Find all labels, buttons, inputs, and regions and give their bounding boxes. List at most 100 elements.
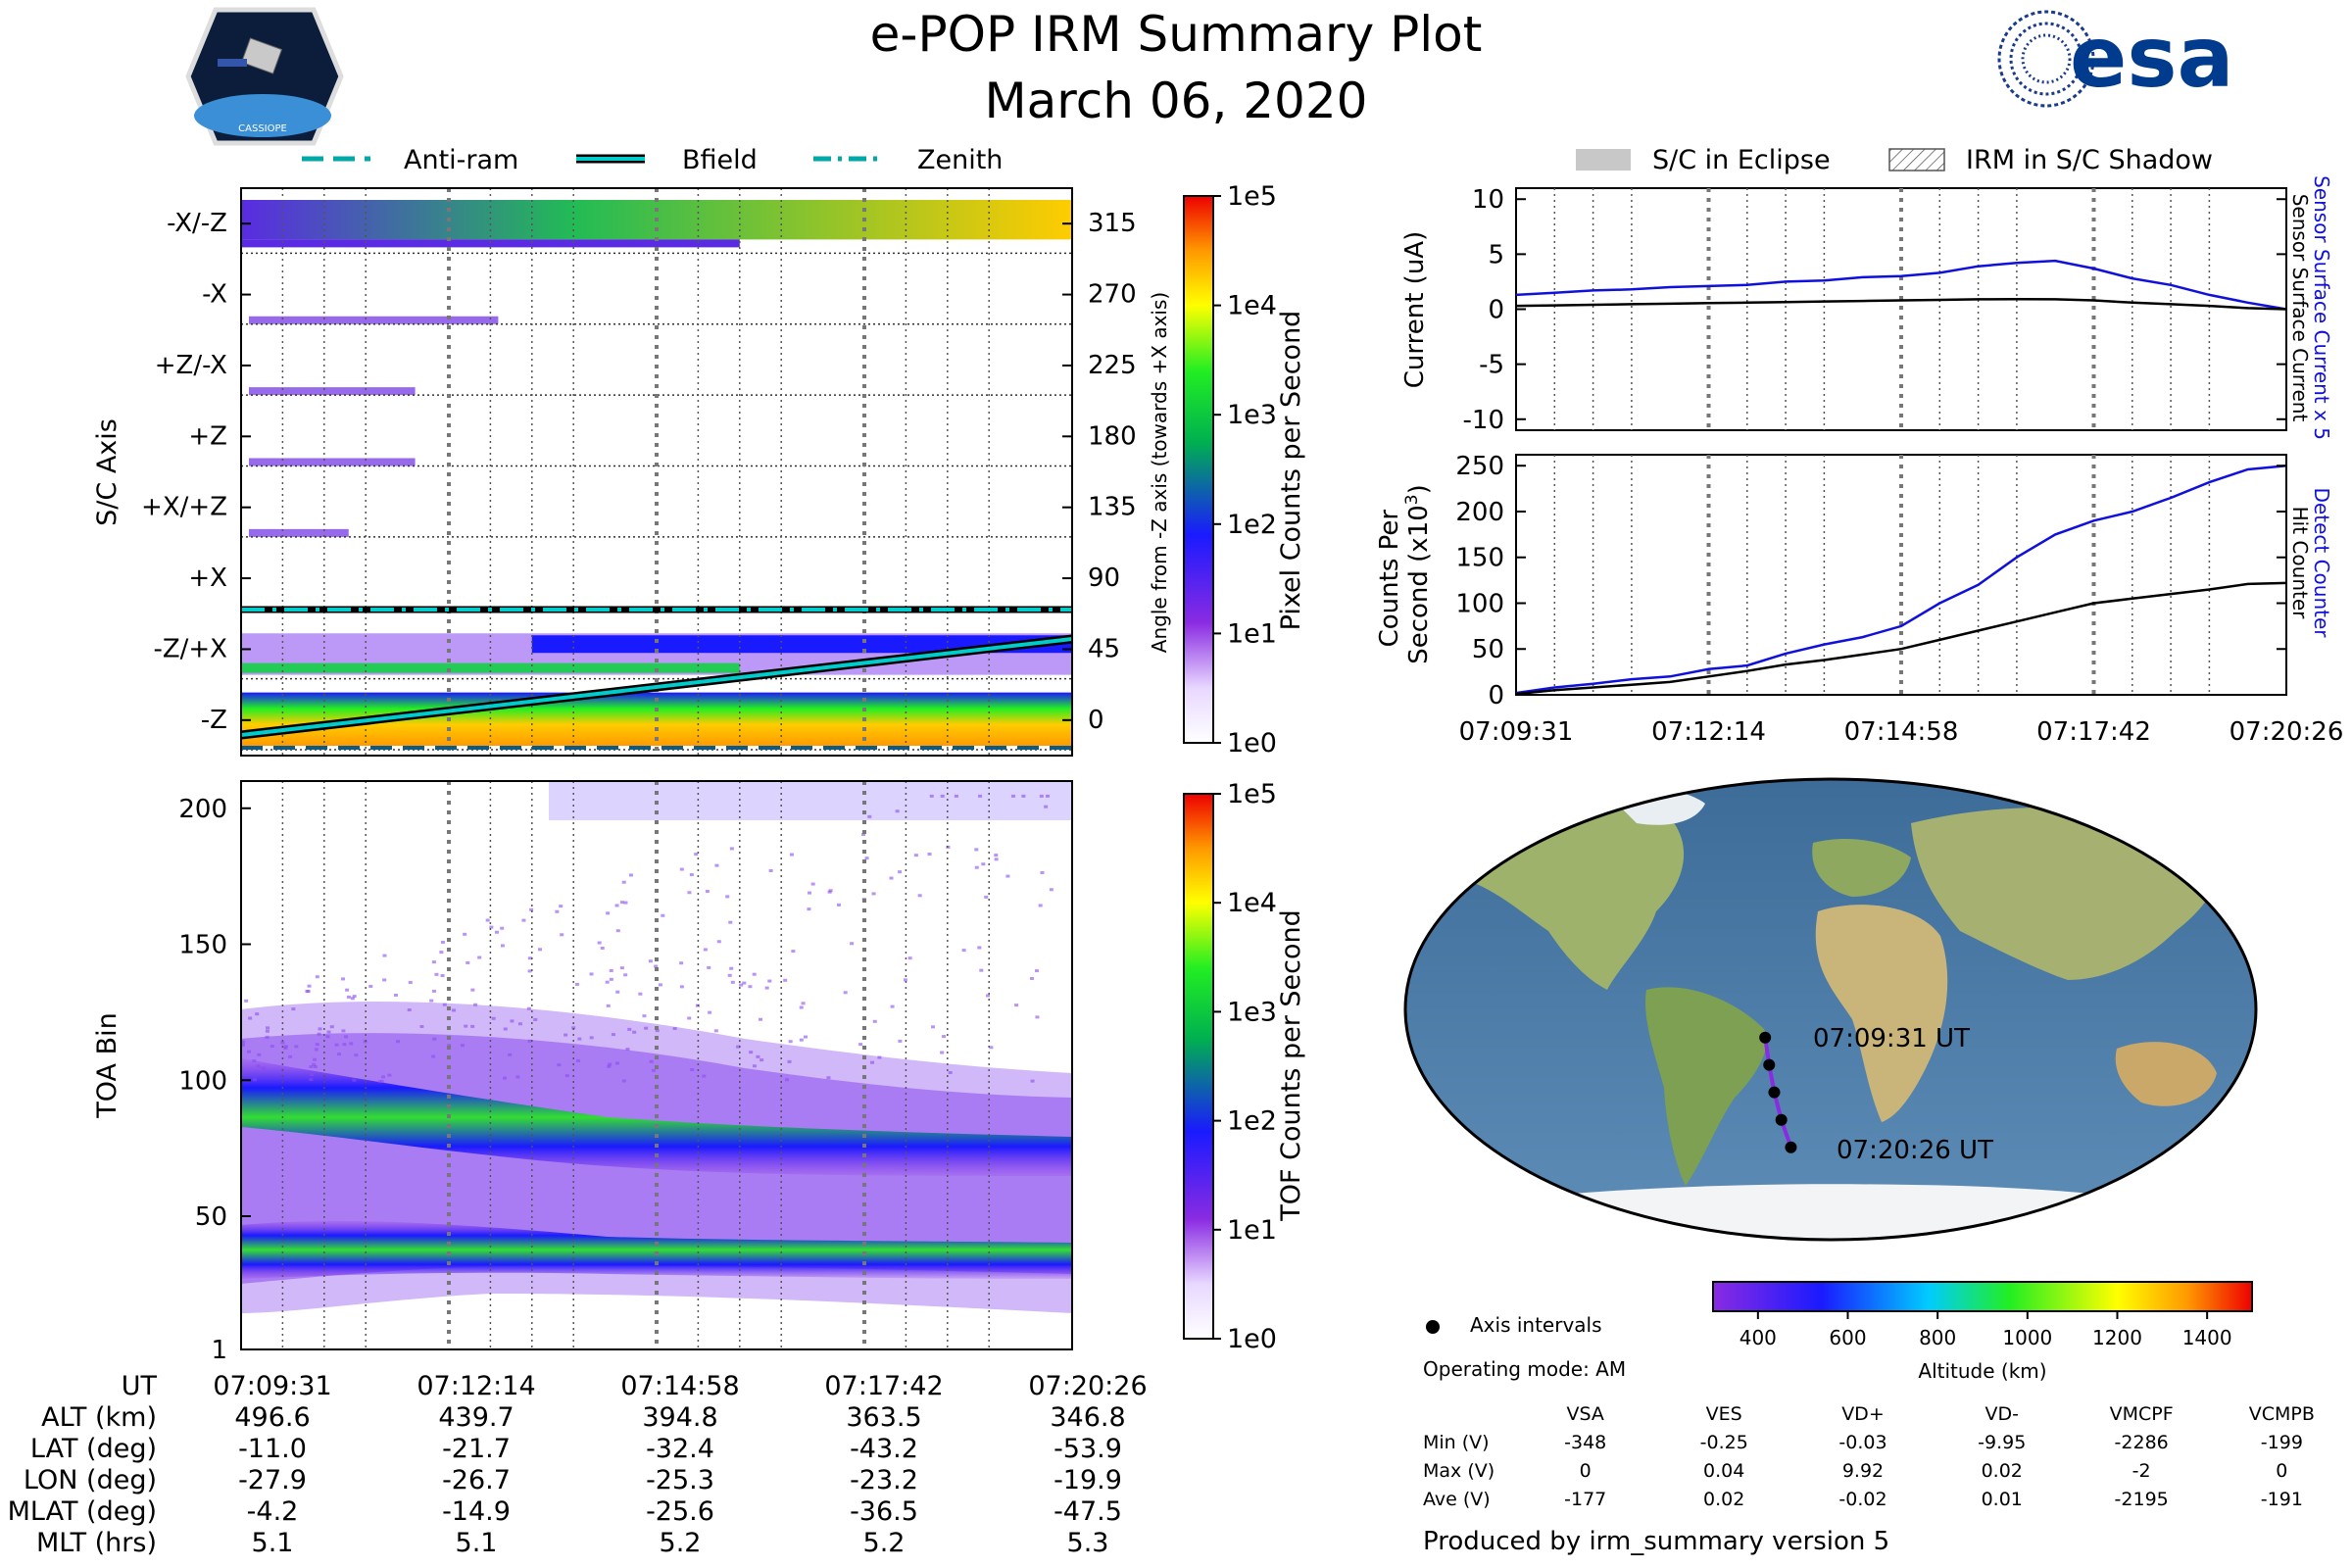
tof-speckle	[312, 1062, 317, 1066]
tof-speckle	[265, 1029, 270, 1033]
tof-speckle	[252, 1058, 257, 1062]
tof-speckle	[927, 853, 932, 857]
tof-speckle	[515, 1075, 520, 1079]
ephemeris-cell: -19.9	[1054, 1464, 1122, 1495]
voltage-header-row: VSA VES VD+ VD- VMCPF VCMPB	[1423, 1399, 2352, 1428]
tof-speckle	[473, 1003, 478, 1006]
tof-speckle	[890, 1004, 895, 1008]
ephemeris-cell: 07:12:14	[416, 1370, 536, 1401]
tof-speckle	[632, 1030, 637, 1034]
tof-speckle	[864, 857, 869, 860]
pixel-y-tick-label: -Z	[201, 706, 227, 735]
tof-speckle	[689, 873, 694, 877]
tof-speckle	[315, 1043, 319, 1047]
tof-speckle	[313, 1065, 318, 1069]
y-tick-label: 0	[1488, 681, 1504, 710]
tof-speckle	[758, 1017, 762, 1021]
tof-speckle	[867, 814, 872, 818]
tof-speckle	[434, 972, 439, 976]
orientation-legend: Anti-ram Bfield Zenith	[302, 145, 1003, 175]
tof-speckle	[349, 1042, 354, 1046]
voltage-cell: 0	[1579, 1459, 1592, 1482]
tof-speckle	[440, 973, 445, 977]
tof-speckle	[764, 986, 769, 990]
tof-speckle	[986, 994, 991, 998]
tof-speckle	[510, 1019, 514, 1023]
pixel-right-axis-label: Angle from -Z axis (towards +X axis)	[1148, 292, 1171, 653]
map-border	[1403, 777, 2258, 1242]
tof-speckle	[607, 1064, 612, 1068]
tof-speckle	[340, 977, 345, 981]
tof-speckle	[877, 1055, 882, 1059]
y-tick-label: 200	[1455, 498, 1504, 527]
ephemeris-cell: -53.9	[1054, 1433, 1122, 1464]
current-y-axis-label: Current (uA)	[1400, 231, 1430, 388]
tof-colorbar: 1e5 1e4 1e3 1e2 1e1 1e0 TOF Counts per Second	[1183, 779, 1306, 1354]
track-interval-marker	[1785, 1141, 1797, 1153]
tof-speckle	[836, 903, 841, 906]
tof-speckle	[801, 1002, 806, 1005]
pixel-row-fill	[531, 635, 1072, 654]
ephemeris-row-label: ALT (km)	[41, 1401, 157, 1433]
tof-speckle	[705, 890, 710, 894]
voltage-cell: 9.92	[1841, 1459, 1885, 1482]
current-blue-series-label: Sensor Surface Current x 5	[2310, 175, 2333, 440]
tof-speckle	[655, 1029, 660, 1033]
tof-speckle	[648, 959, 653, 963]
pixel-y-tick-label: -X/-Z	[167, 209, 227, 238]
ephemeris-cell: -23.2	[850, 1464, 918, 1495]
voltage-row: Min (V) -348 -0.25 -0.03 -9.95 -2286 -19…	[1423, 1428, 2352, 1456]
operating-mode: Operating mode: AM	[1423, 1357, 1627, 1381]
tof-speckle	[317, 1032, 321, 1036]
ephemeris-cell: -25.6	[646, 1495, 714, 1527]
colorbar-tick-label: 1e5	[1227, 181, 1277, 212]
tof-speckle	[466, 960, 470, 964]
altitude-tick-label: 1400	[2182, 1326, 2232, 1349]
tof-speckle	[1040, 870, 1045, 874]
tof-speckle	[318, 1027, 322, 1031]
zenith-legend-label: Zenith	[917, 145, 1003, 175]
tof-speckle	[352, 995, 357, 999]
tof-speckle	[713, 1029, 718, 1033]
tof-speckle	[638, 992, 643, 996]
tof-speckle	[309, 1078, 314, 1082]
tof-speckle	[310, 1072, 315, 1076]
bfield-line	[240, 637, 1073, 737]
pixel-colorbar-label: Pixel Counts per Second	[1276, 311, 1306, 631]
tof-speckle	[981, 862, 986, 866]
footer-produced-by: Produced by irm_summary version 5	[1423, 1527, 1890, 1556]
tof-speckle	[679, 867, 684, 871]
tof-speckle	[827, 890, 832, 894]
altitude-tick-label: 800	[1919, 1326, 1956, 1349]
tof-speckle	[621, 1079, 626, 1083]
tof-speckle	[954, 794, 958, 798]
tof-saturation-strip	[549, 781, 1072, 820]
ephemeris-cell: 363.5	[846, 1401, 922, 1433]
altitude-tick-label: 400	[1740, 1326, 1777, 1349]
pixel-angle-tick-label: 90	[1088, 564, 1120, 593]
voltage-header: VD-	[1984, 1402, 2019, 1425]
pixel-angle-tick-label: 225	[1088, 351, 1137, 380]
colorbar-tick-label: 1e0	[1227, 728, 1277, 759]
world-map: 07:09:31 UT 07:20:26 UT	[1403, 777, 2258, 1242]
tof-speckle	[393, 993, 398, 997]
map-landmasses	[1405, 788, 2256, 1240]
tof-speckle	[270, 1045, 274, 1049]
tof-speckle	[1038, 904, 1043, 907]
ephemeris-cell: 496.6	[234, 1401, 311, 1433]
tof-speckle	[672, 1026, 677, 1030]
tof-speckle	[615, 990, 620, 994]
voltage-cell: -177	[1564, 1488, 1607, 1510]
tof-speckle	[344, 1035, 349, 1039]
voltage-cell: -348	[1564, 1431, 1607, 1453]
tof-speckle	[725, 895, 730, 899]
tof-speckle	[702, 1074, 707, 1078]
tof-speckle	[860, 832, 865, 836]
ephemeris-cell: -47.5	[1054, 1495, 1122, 1527]
tof-speckle	[807, 907, 811, 911]
ephemeris-row: MLAT (deg) -4.2 -14.9 -25.6 -36.5 -47.5	[0, 1495, 1190, 1527]
voltage-cell: -199	[2260, 1431, 2303, 1453]
land-antarctica	[1405, 1184, 2256, 1240]
tof-colorbar-label: TOF Counts per Second	[1276, 909, 1306, 1222]
ephemeris-cell: 346.8	[1050, 1401, 1126, 1433]
